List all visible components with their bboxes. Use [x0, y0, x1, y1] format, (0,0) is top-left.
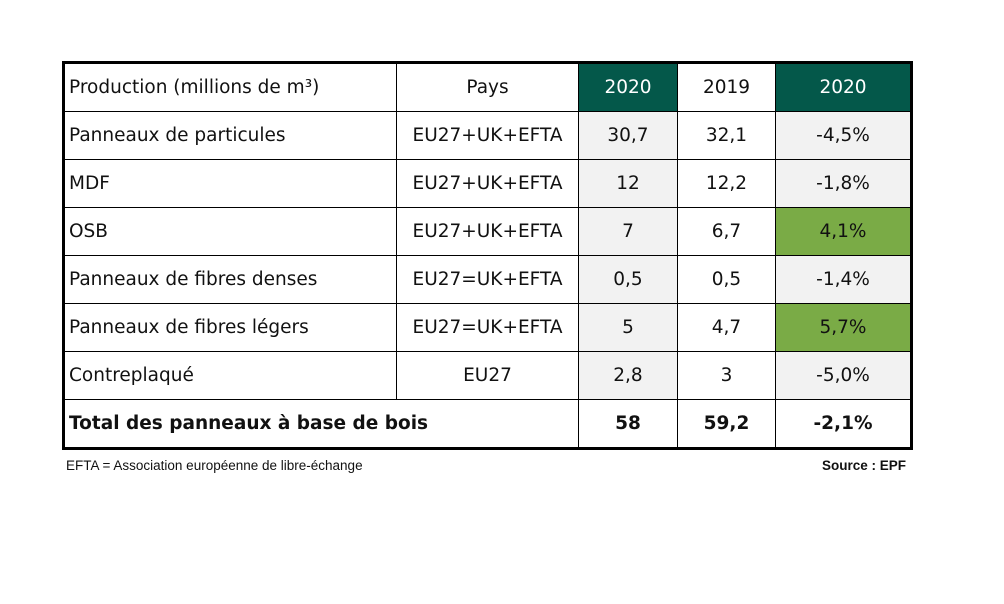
- table-row: Contreplaqué EU27 2,8 3 -5,0%: [63, 351, 912, 400]
- table-row: MDF EU27+UK+EFTA 12 12,2 -1,8%: [63, 159, 912, 208]
- total-row: Total des panneaux à base de bois 58 59,…: [63, 399, 912, 449]
- change-cell-positive: 4,1%: [775, 207, 912, 256]
- product-cell: Panneaux de fibres denses: [63, 255, 397, 304]
- footnote: EFTA = Association européenne de libre-é…: [66, 458, 363, 473]
- total-2020: 58: [578, 399, 678, 449]
- header-production: Production (millions de m³): [63, 62, 397, 112]
- value-2020-cell: 12: [578, 159, 678, 208]
- change-cell: -4,5%: [775, 111, 912, 160]
- table-row: OSB EU27+UK+EFTA 7 6,7 4,1%: [63, 207, 912, 256]
- product-cell: Contreplaqué: [63, 351, 397, 400]
- change-cell: -5,0%: [775, 351, 912, 400]
- country-cell: EU27=UK+EFTA: [396, 303, 579, 352]
- total-label: Total des panneaux à base de bois: [63, 399, 579, 449]
- country-cell: EU27+UK+EFTA: [396, 207, 579, 256]
- country-cell: EU27+UK+EFTA: [396, 159, 579, 208]
- value-2020-cell: 2,8: [578, 351, 678, 400]
- change-cell-positive: 5,7%: [775, 303, 912, 352]
- country-cell: EU27=UK+EFTA: [396, 255, 579, 304]
- country-cell: EU27: [396, 351, 579, 400]
- value-2020-cell: 30,7: [578, 111, 678, 160]
- total-change: -2,1%: [775, 399, 912, 449]
- source-label: Source : EPF: [821, 458, 906, 473]
- product-cell: MDF: [63, 159, 397, 208]
- product-cell: OSB: [63, 207, 397, 256]
- table-row: Panneaux de fibres légers EU27=UK+EFTA 5…: [63, 303, 912, 352]
- change-cell: -1,8%: [775, 159, 912, 208]
- country-cell: EU27+UK+EFTA: [396, 111, 579, 160]
- value-2019-cell: 0,5: [677, 255, 776, 304]
- header-country: Pays: [396, 62, 579, 112]
- table-row: Panneaux de fibres denses EU27=UK+EFTA 0…: [63, 255, 912, 304]
- header-2019: 2019: [677, 62, 776, 112]
- header-row: Production (millions de m³) Pays 2020 20…: [63, 62, 912, 112]
- value-2020-cell: 7: [578, 207, 678, 256]
- header-change-2020: 2020: [775, 62, 912, 112]
- header-2020: 2020: [578, 62, 678, 112]
- product-cell: Panneaux de particules: [63, 111, 397, 160]
- value-2019-cell: 4,7: [677, 303, 776, 352]
- value-2020-cell: 5: [578, 303, 678, 352]
- production-table: Production (millions de m³) Pays 2020 20…: [62, 61, 913, 450]
- product-cell: Panneaux de fibres légers: [63, 303, 397, 352]
- value-2019-cell: 6,7: [677, 207, 776, 256]
- value-2019-cell: 3: [677, 351, 776, 400]
- value-2019-cell: 32,1: [677, 111, 776, 160]
- value-2019-cell: 12,2: [677, 159, 776, 208]
- value-2020-cell: 0,5: [578, 255, 678, 304]
- total-2019: 59,2: [677, 399, 776, 449]
- table-row: Panneaux de particules EU27+UK+EFTA 30,7…: [63, 111, 912, 160]
- change-cell: -1,4%: [775, 255, 912, 304]
